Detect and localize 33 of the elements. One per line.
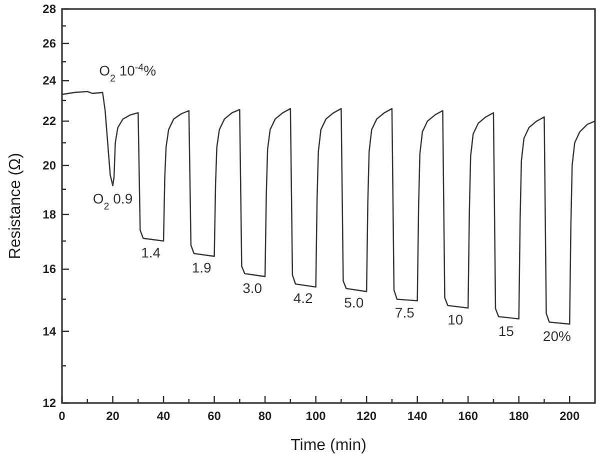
y-tick-label: 18: [42, 207, 56, 222]
x-tick-label: 160: [458, 409, 478, 423]
annotation: 1.9: [192, 260, 212, 276]
x-tick-label: 40: [156, 409, 171, 423]
y-axis-title: Resistance (Ω): [7, 152, 24, 260]
annotation: 15: [498, 322, 514, 339]
x-tick-label: 0: [58, 409, 66, 423]
y-tick-label: 16: [42, 262, 56, 276]
x-tick-label: 200: [560, 409, 580, 423]
annotation: 4.2: [293, 290, 314, 306]
x-axis-title: Time (min): [290, 437, 366, 454]
annotation: 20%: [542, 328, 571, 344]
annotation: O$_{2}$ 0.9: [92, 190, 133, 212]
annotation: 5.0: [344, 294, 364, 311]
annotation: 3.0: [242, 280, 262, 296]
x-tick-label: 100: [306, 409, 326, 423]
x-tick-label: 120: [356, 409, 377, 423]
y-tick-label: 24: [42, 74, 56, 88]
x-tick-label: 180: [508, 409, 530, 423]
y-tick-label: 28: [42, 2, 56, 16]
y-tick-label: 20: [42, 158, 56, 172]
x-tick-label: 140: [407, 409, 428, 423]
y-tick-label: 12: [42, 396, 56, 410]
annotation: 7.5: [394, 304, 415, 321]
x-tick-label: 60: [208, 409, 222, 423]
y-tick-label: 22: [42, 114, 56, 128]
y-tick-label: 26: [42, 36, 56, 50]
annotation: 10: [448, 312, 464, 328]
annotation: O$_{2}$ 10$^{-4}$%: [99, 62, 156, 84]
x-tick-label: 80: [258, 409, 272, 423]
annotation: 1.4: [141, 244, 161, 260]
y-tick-label: 14: [42, 324, 56, 338]
x-tick-label: 20: [106, 409, 120, 423]
